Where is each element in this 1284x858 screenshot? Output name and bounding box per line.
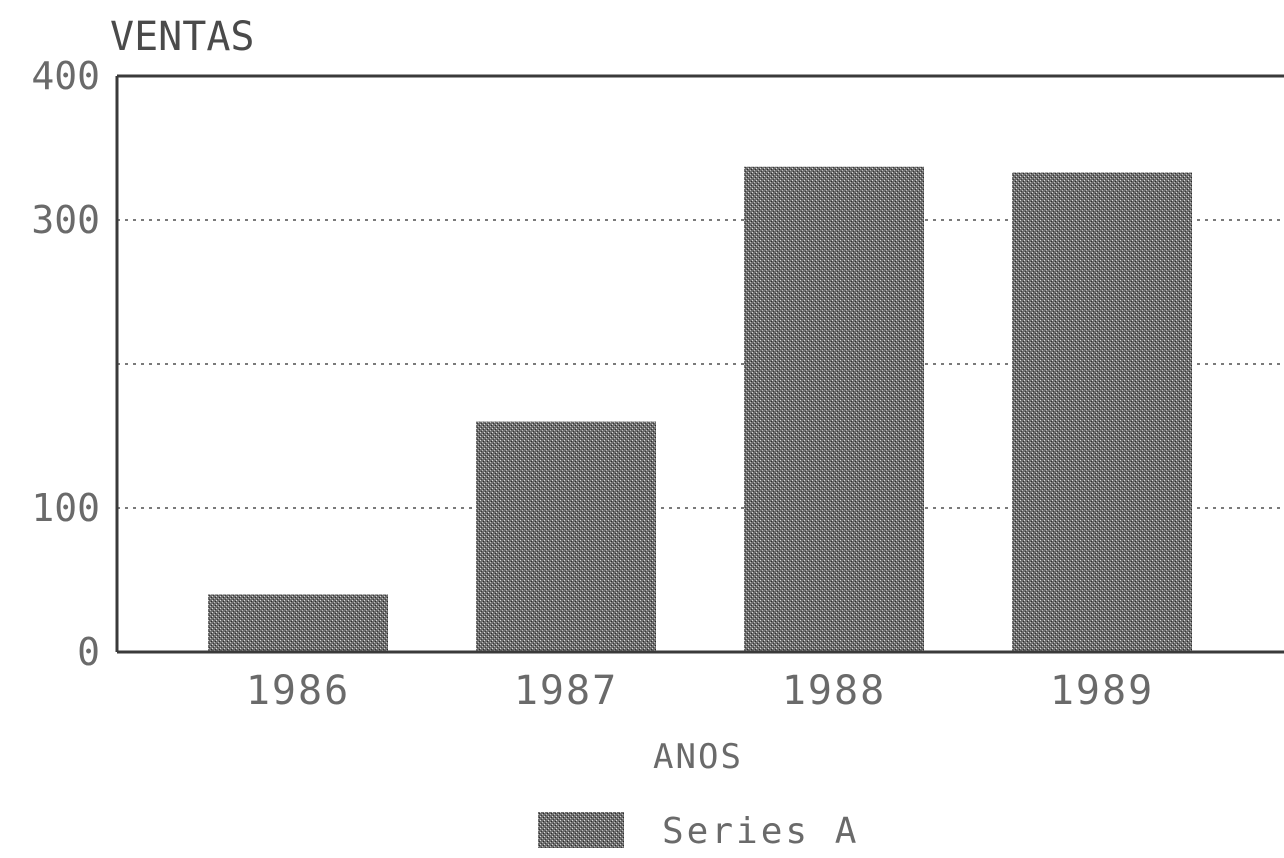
y-tick-300: 300 [31,198,100,242]
legend-label: Series A [662,811,859,852]
bar-1986 [208,594,388,652]
grid-lines [117,219,1284,509]
y-tick-100: 100 [31,486,100,530]
bar-1989 [1012,172,1192,653]
x-category-labels: 1986 1987 1988 1989 [246,668,1154,714]
y-tick-0: 0 [77,630,100,674]
x-axis-label: ANOS [653,737,743,777]
legend: Series A [538,811,859,852]
y-tick-400: 400 [31,54,100,98]
bar-1988 [744,166,924,652]
bar-1987 [476,421,656,652]
x-tick-1989: 1989 [1050,668,1154,714]
bars [208,166,1192,653]
axes [115,74,1284,654]
y-tick-labels: 0 100 300 400 [31,54,100,674]
y-axis-label: VENTAS [110,14,255,60]
x-tick-1988: 1988 [782,668,886,714]
x-tick-1987: 1987 [514,668,618,714]
legend-swatch [538,812,624,848]
x-tick-1986: 1986 [246,668,350,714]
